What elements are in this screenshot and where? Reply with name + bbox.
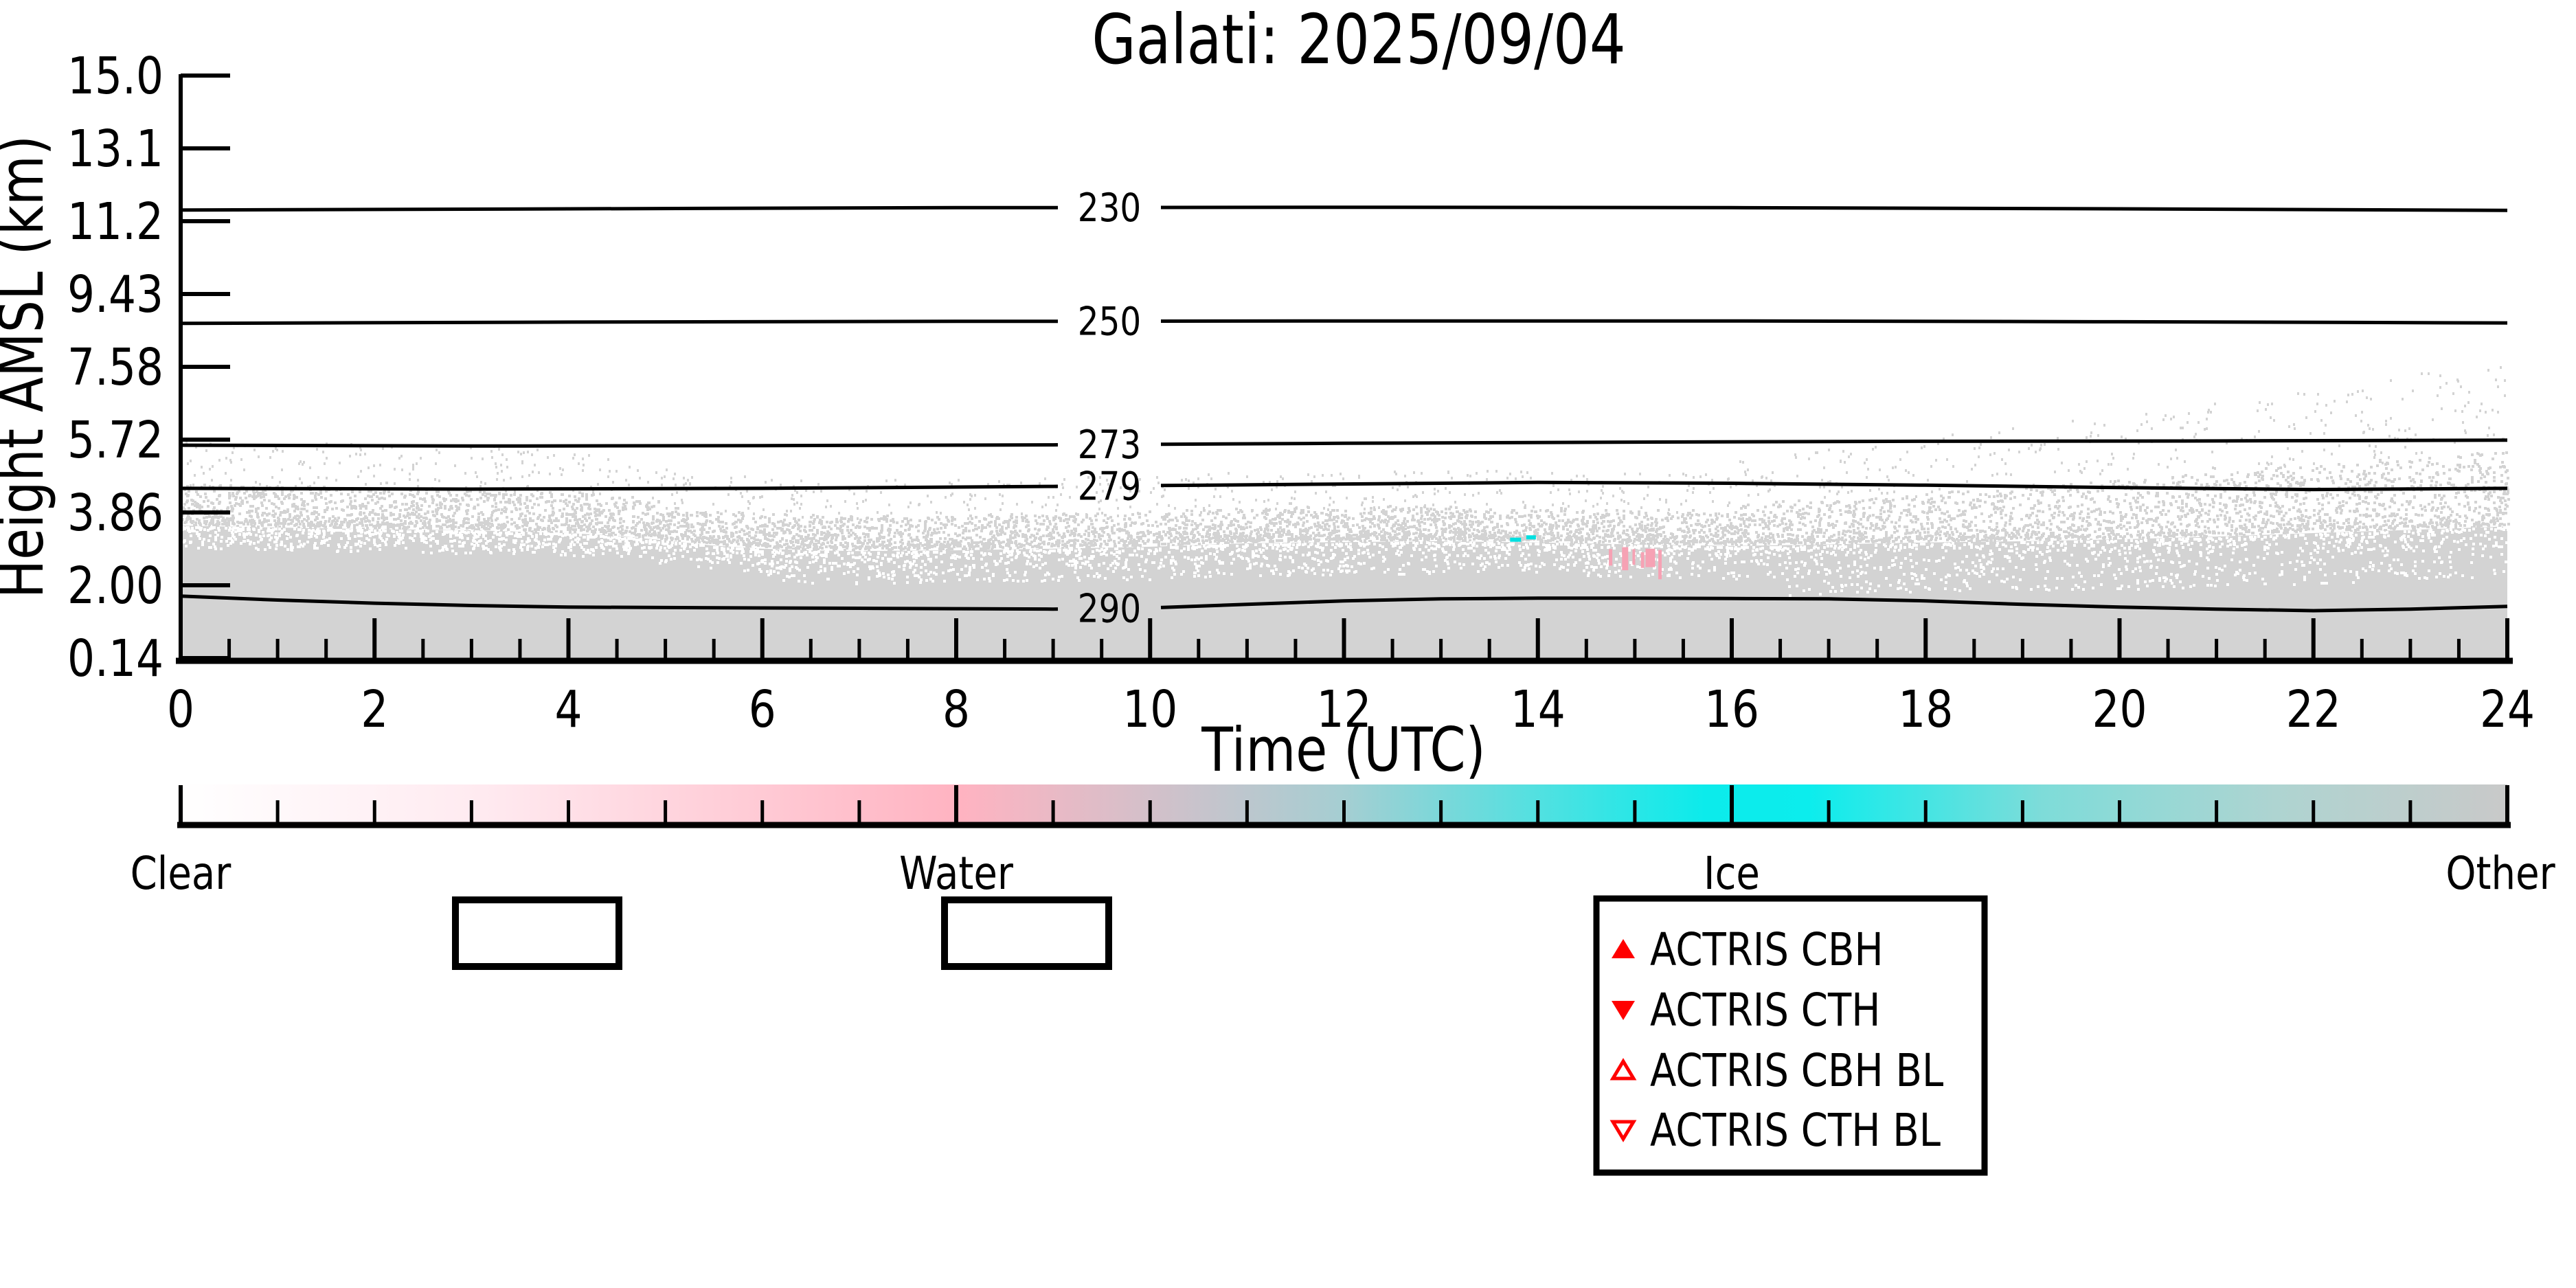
svg-text:16: 16 [1704, 680, 1759, 739]
triangle-down-open-icon [1609, 1120, 1637, 1142]
legend-item: ACTRIS CBH [1612, 924, 1884, 977]
svg-text:3.86: 3.86 [67, 484, 163, 543]
svg-text:22: 22 [2286, 680, 2341, 739]
svg-text:13.1: 13.1 [67, 120, 163, 179]
svg-text:24: 24 [2480, 680, 2535, 739]
band-speckle-noise [181, 366, 2510, 597]
classification-specks [1510, 535, 1662, 580]
legend-item: ACTRIS CTH BL [1609, 1105, 1941, 1157]
svg-text:18: 18 [1898, 680, 1953, 739]
triangle-up-open-icon [1609, 1058, 1637, 1081]
colorbar-label-clear: Clear [131, 848, 231, 901]
svg-text:290: 290 [1078, 587, 1141, 632]
legend-item-label: ACTRIS CTH BL [1650, 1105, 1941, 1157]
legend-item-label: ACTRIS CBH [1650, 924, 1884, 977]
svg-text:12: 12 [1316, 680, 1371, 739]
empty-legend-box-2 [941, 896, 1112, 970]
svg-text:5.72: 5.72 [67, 411, 163, 470]
contour-label-290: 290 [1078, 587, 1141, 632]
svg-text:2.00: 2.00 [67, 556, 163, 615]
x-axis-ticks: 0 2 4 6 8 10 12 14 16 18 20 22 24 [167, 618, 2535, 739]
contour-label-230: 230 [1078, 185, 1141, 231]
svg-text:9.43: 9.43 [67, 265, 163, 324]
svg-text:14: 14 [1511, 680, 1566, 739]
legend-item-label: ACTRIS CBH BL [1650, 1045, 1943, 1098]
triangle-up-filled-icon [1612, 939, 1635, 958]
colorbar-ticks [179, 785, 2509, 825]
svg-text:273: 273 [1078, 422, 1141, 468]
contour-label-273: 273 [1078, 422, 1141, 468]
triangle-down-filled-icon [1612, 1001, 1635, 1020]
contour-label-279: 279 [1078, 464, 1141, 510]
svg-text:2: 2 [361, 680, 388, 739]
svg-text:250: 250 [1078, 300, 1141, 345]
svg-text:11.2: 11.2 [67, 192, 163, 251]
svg-text:0: 0 [167, 680, 194, 739]
svg-text:15.0: 15.0 [67, 47, 163, 106]
svg-text:7.58: 7.58 [67, 338, 163, 397]
colorbar-label-ice: Ice [1704, 848, 1760, 901]
legend-border [1593, 895, 1988, 1176]
svg-text:8: 8 [942, 680, 970, 739]
svg-text:10: 10 [1122, 680, 1177, 739]
legend-item: ACTRIS CTH [1612, 984, 1880, 1037]
contour-label-250: 250 [1078, 300, 1141, 345]
svg-text:0.14: 0.14 [67, 629, 163, 688]
svg-text:6: 6 [749, 680, 776, 739]
svg-text:230: 230 [1078, 185, 1141, 231]
legend-box: ACTRIS CBH ACTRIS CTH ACTRIS CBH BL ACTR… [1593, 895, 1988, 1176]
page-title: Galati: 2025/09/04 [1092, 0, 1625, 80]
colorbar-label-water: Water [899, 848, 1014, 901]
y-axis-ticks: 15.0 13.1 11.2 9.43 7.58 5.72 3.86 2.00 0.14 [67, 47, 230, 688]
legend-item: ACTRIS CBH BL [1609, 1045, 1943, 1098]
empty-legend-box-1 [452, 896, 622, 970]
svg-text:4: 4 [554, 680, 582, 739]
svg-text:20: 20 [2092, 680, 2147, 739]
legend-item-label: ACTRIS CTH [1650, 984, 1880, 1037]
y-axis-label: Height AMSL (km) [0, 135, 58, 598]
x-axis-label: Time (UTC) [1201, 715, 1485, 785]
svg-text:279: 279 [1078, 464, 1141, 510]
colorbar-label-other: Other [2445, 848, 2555, 901]
